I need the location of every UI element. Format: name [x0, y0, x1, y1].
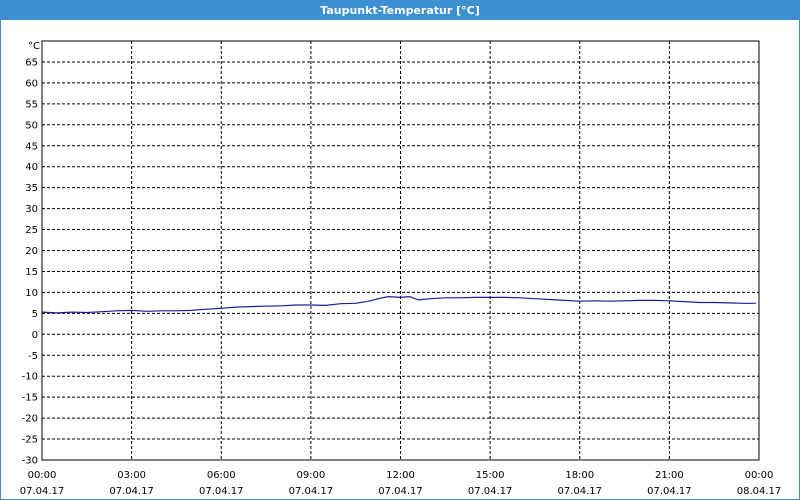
y-tick-label: 15 [25, 267, 38, 278]
y-tick-label: 50 [25, 120, 38, 131]
x-tick-date-label: 07.04.17 [20, 486, 65, 497]
y-tick-label: -10 [22, 372, 38, 383]
x-tick-date-label: 07.04.17 [557, 486, 602, 497]
y-tick-label: 0 [32, 330, 38, 341]
y-tick-label: 60 [25, 78, 38, 89]
x-tick-time-label: 18:00 [565, 470, 594, 481]
y-tick-label: -20 [22, 414, 38, 425]
y-tick-labels: 65605550454035302520151050-5-10-15-20-25… [22, 57, 38, 466]
y-tick-label: 30 [25, 204, 38, 215]
x-tick-time-label: 15:00 [476, 470, 505, 481]
x-tick-time-label: 06:00 [207, 470, 236, 481]
x-tick-time-label: 09:00 [296, 470, 325, 481]
y-axis-unit-label: °C [28, 41, 40, 52]
y-tick-label: 45 [25, 141, 38, 152]
plot-frame [41, 40, 760, 461]
window-title: Taupunkt-Temperatur [°C] [1, 1, 799, 20]
y-tick-label: -5 [28, 351, 38, 362]
x-tick-time-label: 03:00 [117, 470, 146, 481]
series-line [41, 295, 756, 314]
y-tick-label: 65 [25, 57, 38, 68]
y-tick-label: 25 [25, 225, 38, 236]
x-tick-date-label: 08.04.17 [737, 486, 782, 497]
x-tick-time-label: 00:00 [745, 470, 774, 481]
x-tick-date-label: 07.04.17 [647, 486, 692, 497]
y-tick-label: 55 [25, 99, 38, 110]
y-tick-label: 10 [25, 288, 38, 299]
y-tick-label: 5 [32, 309, 38, 320]
x-tick-time-label: 00:00 [28, 470, 57, 481]
x-tick-date-label: 07.04.17 [199, 486, 244, 497]
y-tick-label: 40 [25, 162, 38, 173]
x-tick-labels: 00:00 07.04.17 03:00 07.04.17 06:00 07.04.17 0… [20, 470, 782, 497]
x-tick-time-label: 12:00 [386, 470, 415, 481]
y-tick-label: -25 [22, 435, 38, 446]
x-tick-time-label: 21:00 [655, 470, 684, 481]
x-tick-date-label: 07.04.17 [378, 486, 423, 497]
grid-lines [42, 41, 759, 460]
x-tick-date-label: 07.04.17 [289, 486, 334, 497]
series-layer [41, 295, 756, 314]
y-tick-label: 20 [25, 246, 38, 257]
x-tick-date-label: 07.04.17 [468, 486, 513, 497]
y-tick-label: 35 [25, 183, 38, 194]
y-tick-label: -15 [22, 393, 38, 404]
x-tick-date-label: 07.04.17 [109, 486, 154, 497]
y-tick-label: -30 [22, 456, 38, 467]
